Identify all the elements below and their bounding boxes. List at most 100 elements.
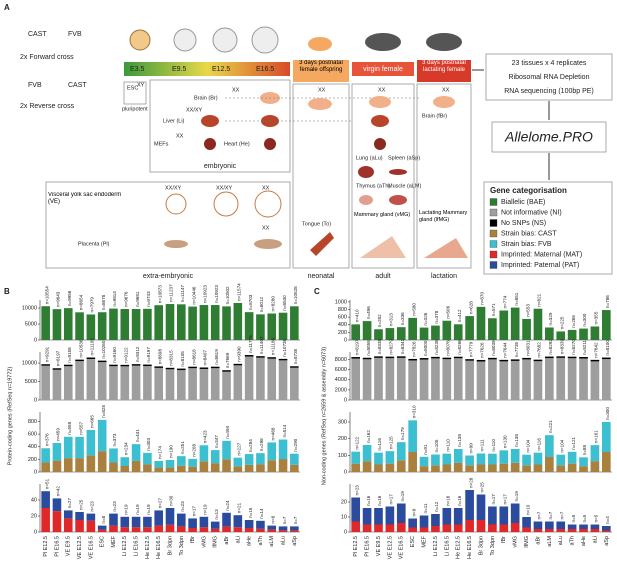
bar-segment — [362, 359, 372, 400]
data-label: n=571 — [491, 303, 496, 316]
data-label: n=9814 — [112, 291, 117, 307]
x-tick-label: aHe — [581, 536, 587, 546]
y-tick-label: 5000 — [25, 379, 37, 385]
bar-segment — [408, 518, 417, 528]
y-tick-label: 20 — [341, 499, 347, 505]
data-label: n=251 — [180, 441, 185, 454]
bar-segment — [442, 359, 452, 400]
data-label: n=23 — [180, 501, 185, 512]
x-tick-label: aLu — [280, 536, 286, 545]
embryo-icon — [129, 29, 151, 51]
bar-segment — [290, 453, 299, 465]
bar-segment — [222, 459, 231, 472]
y-tick-label: 40 — [31, 497, 37, 503]
x-tick-label: VE E9.5 — [66, 536, 72, 556]
organ-icon — [358, 166, 374, 178]
legend-label: Imprinted: Maternal (MAT) — [501, 251, 582, 258]
bar-segment — [442, 453, 452, 465]
bar-segment — [601, 359, 611, 400]
bar-segment — [154, 525, 163, 532]
x-tick-label: aSp — [604, 536, 610, 546]
bar-segment — [545, 435, 554, 457]
data-label: n=111 — [480, 439, 485, 452]
bar-segment — [351, 451, 361, 464]
cross-note: 2x Forward cross — [20, 54, 74, 61]
data-label: n=17 — [191, 506, 196, 517]
data-label: n=459 — [56, 428, 61, 441]
data-label: n=42 — [56, 486, 61, 497]
data-label: n=580 — [411, 303, 416, 316]
bar-segment — [143, 366, 152, 400]
organ-icon — [424, 238, 468, 258]
cross-label: FVB — [28, 82, 42, 89]
label: XX — [176, 133, 184, 139]
label: Lung (aLu) — [356, 155, 383, 161]
bar-segment — [465, 359, 474, 361]
bar-segment — [278, 526, 288, 531]
y-tick-label: 100 — [338, 453, 347, 459]
data-label: n=17 — [503, 494, 508, 505]
bar-segment — [41, 491, 50, 508]
bar-segment — [86, 455, 96, 472]
label: Spleen (aSp) — [388, 155, 420, 161]
bar-segment — [510, 462, 520, 472]
panel-a: A CAST FVB 2x Forward cross FVB CAST 2x … — [4, 3, 613, 280]
data-label: n=665 — [90, 415, 95, 428]
bar-segment — [210, 305, 220, 340]
organ-icon — [389, 169, 407, 175]
bar-segment — [199, 461, 209, 472]
data-label: n=8012 — [259, 296, 264, 312]
data-label: n=25 — [480, 482, 485, 493]
data-label: n=313 — [389, 313, 394, 326]
bar-segment — [601, 526, 611, 531]
data-label: n=11574 — [237, 283, 242, 301]
bar-segment — [522, 454, 531, 466]
bar-segment — [290, 367, 299, 400]
label: Brain (Br) — [194, 95, 218, 101]
data-label: n=870 — [480, 292, 485, 305]
data-label: n=300 — [582, 313, 587, 326]
bar-segment — [442, 524, 452, 532]
data-label: n=8197 — [56, 350, 61, 366]
bar-segment — [120, 309, 130, 340]
data-label: n=7 — [548, 511, 553, 519]
bar-segment — [374, 524, 383, 532]
bar-segment — [267, 313, 277, 340]
bar-segment — [476, 453, 486, 465]
y-tick-label: 0 — [34, 469, 37, 475]
label: MEFs — [154, 141, 169, 147]
data-label: n=336 — [400, 312, 405, 325]
legend-label: Imprinted: Paternal (PAT) — [501, 262, 579, 269]
bar-segment — [590, 326, 600, 340]
x-tick-label: VE E12.5 — [77, 536, 83, 559]
data-label: n=8279 — [389, 339, 394, 355]
bar-segment — [165, 369, 175, 400]
x-tick-label: VE E16.5 — [88, 536, 94, 559]
bar-segment — [244, 355, 254, 357]
bar-segment — [290, 366, 299, 368]
section-title: neonatal — [308, 273, 335, 280]
bar-segment — [109, 308, 118, 340]
data-label: n=8039 — [491, 340, 496, 356]
bar-segment — [199, 445, 209, 462]
tool-name: Allelome.PRO — [504, 129, 593, 145]
bar-segment — [499, 361, 509, 400]
bar-segment — [476, 520, 486, 532]
legend-swatch — [489, 229, 498, 238]
data-label: n=8292 — [548, 339, 553, 355]
data-label: n=10260 — [101, 340, 106, 358]
data-label: n=7735 — [514, 342, 519, 358]
bar-segment — [465, 316, 474, 340]
data-label: n=774 — [503, 295, 508, 308]
bar-segment — [188, 366, 197, 369]
bar-segment — [120, 527, 130, 532]
label: Lactating Mammary gland (lfMG) — [419, 210, 467, 223]
bar-segment — [396, 327, 406, 340]
bar-segment — [510, 523, 520, 532]
data-label: n=7669 — [225, 352, 230, 368]
bar-segment — [601, 452, 611, 472]
data-label: n=8341 — [400, 338, 405, 354]
label: XX/XY — [165, 185, 182, 191]
bar-segment — [199, 368, 209, 400]
y-tick-label: 0 — [344, 397, 347, 403]
